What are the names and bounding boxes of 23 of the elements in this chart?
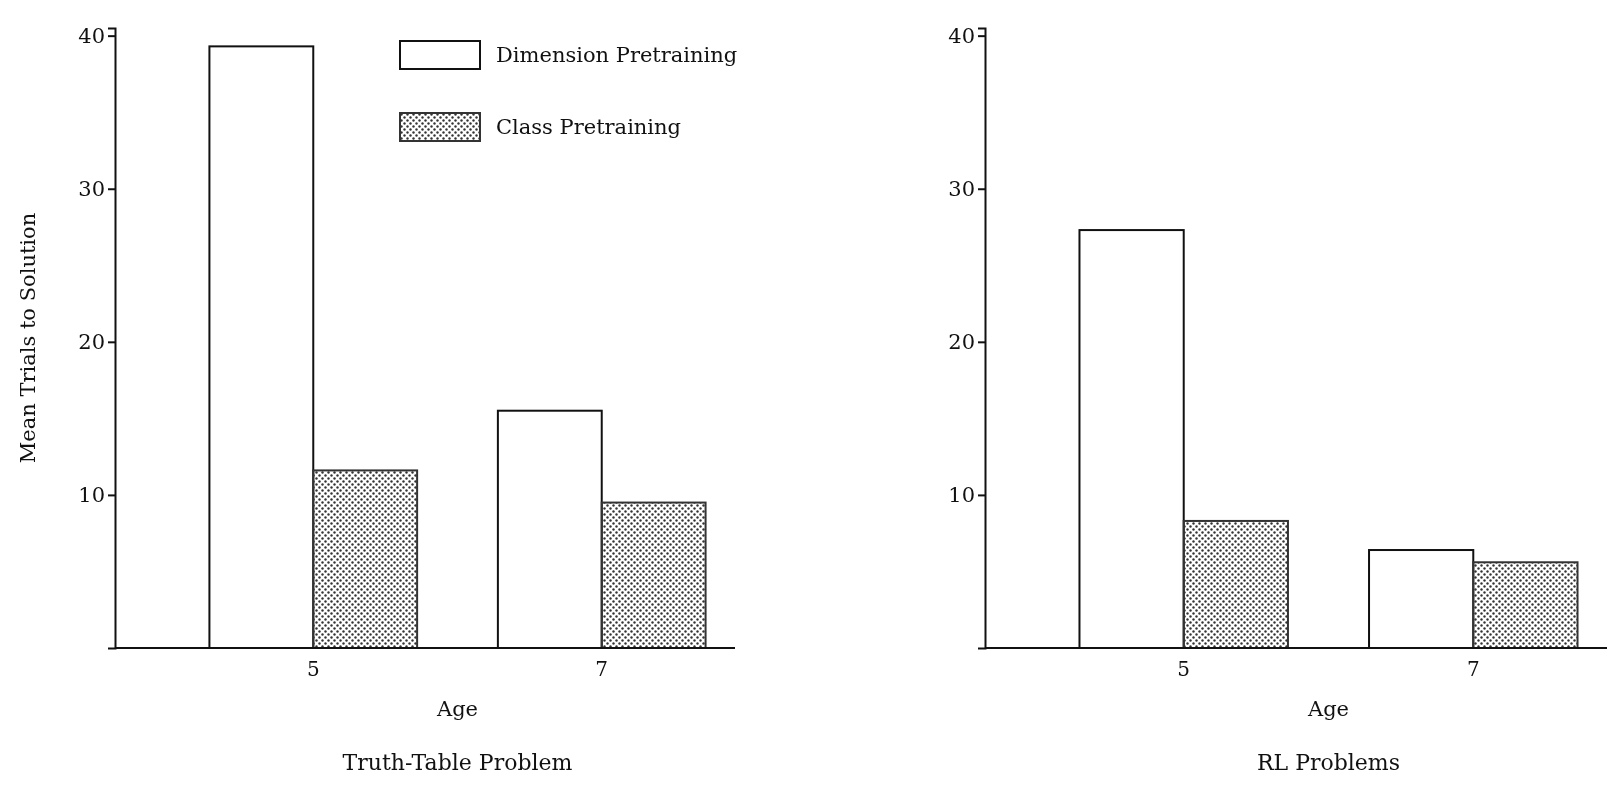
text: RL Problems <box>1256 750 1401 775</box>
x-tick-label: 5 <box>1177 657 1191 682</box>
legend-label: Class Pretraining <box>496 115 682 139</box>
x-tick-label: 5 <box>306 657 320 682</box>
bar <box>1472 561 1579 649</box>
y-tick-label: 10 <box>948 483 975 508</box>
x-axis-title: Age <box>1306 697 1350 721</box>
y-tick-label: 10 <box>78 483 105 508</box>
bar <box>312 469 419 649</box>
y-tick-label: 20 <box>948 330 975 355</box>
text: Truth-Table Problem <box>342 750 573 775</box>
legend-label: Dimension Pretraining <box>496 43 738 67</box>
bar <box>1182 519 1289 649</box>
y-tick-label: 30 <box>948 176 975 201</box>
x-tick-label: 7 <box>1466 657 1480 682</box>
bar <box>600 501 707 649</box>
y-axis-title: Mean Trials to Solution <box>16 212 40 464</box>
y-tick-label: 40 <box>948 23 975 48</box>
x-tick-label: 7 <box>595 657 609 682</box>
y-tick-label: 20 <box>78 330 105 355</box>
y-tick-label: 30 <box>78 176 105 201</box>
y-tick-label: 40 <box>78 23 105 48</box>
x-axis-title: Age <box>435 697 479 721</box>
